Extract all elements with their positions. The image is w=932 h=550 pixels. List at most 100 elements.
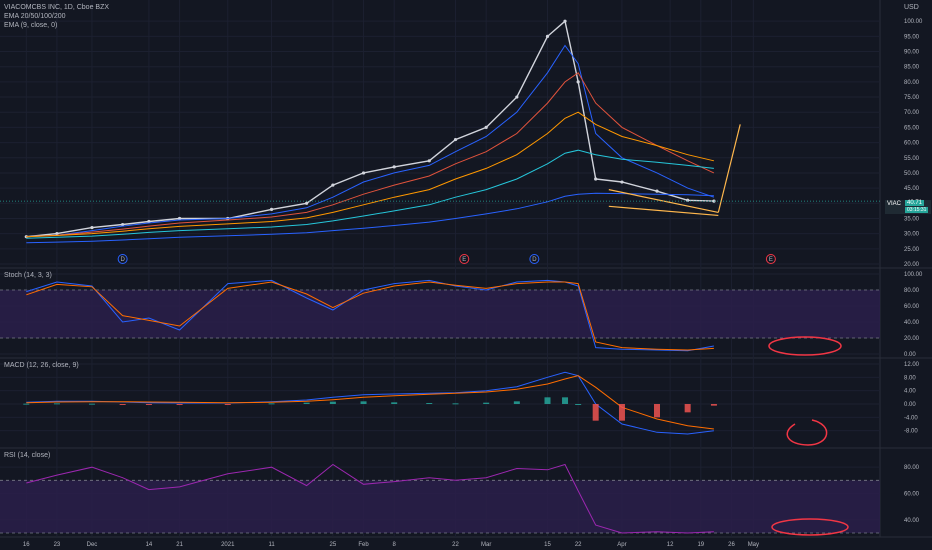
ema9-label: EMA (9, close, 0) [4,22,58,29]
projection-line [717,124,741,213]
x-tick-label: 12 [667,542,674,548]
y-tick-label: 80.00 [904,465,920,471]
close-series-point [361,171,366,175]
close-series-point [177,216,182,221]
x-tick-label: 22 [575,542,582,548]
close-series-point [712,199,716,203]
event-marker-label: E [769,257,773,263]
histogram-bar [710,404,717,406]
close-series-point [392,165,396,169]
x-tick-label: 8 [393,542,397,548]
price-badge-countdown: 03:15:31 [905,207,929,213]
rsi-line [26,463,714,534]
close-series-point [545,34,550,38]
x-tick-label: 21 [176,542,183,548]
indicator-band [0,480,880,533]
x-tick-label: Dec [87,542,98,548]
y-tick-label: 20.00 [904,262,920,268]
event-marker-label: D [120,257,125,263]
y-tick-label: 0.00 [904,402,916,408]
y-tick-label: 100.00 [904,272,923,278]
y-tick-label: 12.00 [904,362,920,368]
y-tick-label: 70.00 [904,110,920,116]
histogram-bar [483,402,490,404]
event-marker-label: E [462,257,466,263]
y-tick-label: 55.00 [904,156,920,162]
close-series-point [331,183,335,187]
rsi-pane[interactable] [0,463,880,534]
histogram-bar [88,403,95,405]
y-tick-label: 60.00 [904,141,920,147]
close-series-point [686,198,690,202]
y-tick-label: -4.00 [904,415,918,421]
histogram-bar [544,397,551,404]
close-series-point [55,232,59,236]
ema-ribbon-label: EMA 20/50/100/200 [4,13,66,20]
y-tick-label: 0.00 [904,352,916,358]
symbol-title: VIACOMCBS INC, 1D, Cboe BZX [4,4,110,11]
stoch-d-line [26,281,714,351]
ema20-line [26,72,715,238]
x-tick-label: 25 [330,542,337,548]
falling-wedge-lower-line [608,205,719,217]
close-series-point [90,225,94,230]
close-series-point [453,137,458,142]
close-series-point [305,201,309,205]
histogram-bar [176,404,183,405]
stoch-pane[interactable] [0,279,880,352]
rsi-title: RSI (14, close) [4,452,51,459]
x-tick-label: Feb [358,542,369,548]
y-tick-label: 100.00 [904,19,923,25]
histogram-bar [53,403,60,405]
price-badge-ticker: VIAC [887,201,902,207]
event-marker [765,254,776,264]
histogram-bar [119,404,126,405]
y-tick-label: 80.00 [904,80,920,86]
histogram-bar [575,404,582,405]
axes: 16 23 Dec 14 21 2021 11 25 Feb 8 22 Mar 15 22 Apr 12 19 2… [23,19,923,548]
close-series-point [147,219,151,224]
close-series-point [427,159,431,163]
histogram-bar [592,404,599,421]
event-marker-label: D [532,257,537,263]
x-tick-label: Mar [481,542,491,548]
close-series-point [655,189,659,193]
histogram-bar [618,404,625,421]
histogram-bar [654,404,660,418]
histogram-bar [145,404,152,405]
x-tick-label: Apr [617,542,626,548]
ema50-line [26,111,715,238]
close-series-point [24,235,28,239]
y-tick-label: -8.00 [904,429,918,435]
macd-line [26,371,714,435]
x-tick-label: 19 [697,542,704,548]
close-series-point [121,222,125,227]
histogram-bar [513,401,520,404]
histogram-bar [360,401,367,404]
price-badge: VIAC 40.71 03:15:31 [885,200,931,214]
event-marker [117,254,128,264]
signal-line [26,375,714,430]
histogram-bar [452,403,459,405]
histogram-bar [562,397,569,404]
histogram-bar [391,402,398,404]
histogram-bar [329,401,336,404]
y-tick-label: 85.00 [904,65,920,71]
macd-highlight-circle [786,419,828,446]
highlight-circles [768,336,849,536]
histogram-bar [268,403,275,405]
histogram-bar [23,403,30,405]
y-tick-label: 20.00 [904,336,920,342]
currency-label: USD [904,4,919,11]
macd-title: MACD (12, 26, close, 9) [4,362,79,369]
close-series-point [269,207,274,211]
rsi-highlight-circle [771,518,849,536]
y-tick-label: 50.00 [904,171,920,177]
x-tick-label: 22 [452,542,459,548]
close-series [26,19,714,238]
macd-pane[interactable] [23,371,717,435]
stoch-k-line [26,279,714,352]
